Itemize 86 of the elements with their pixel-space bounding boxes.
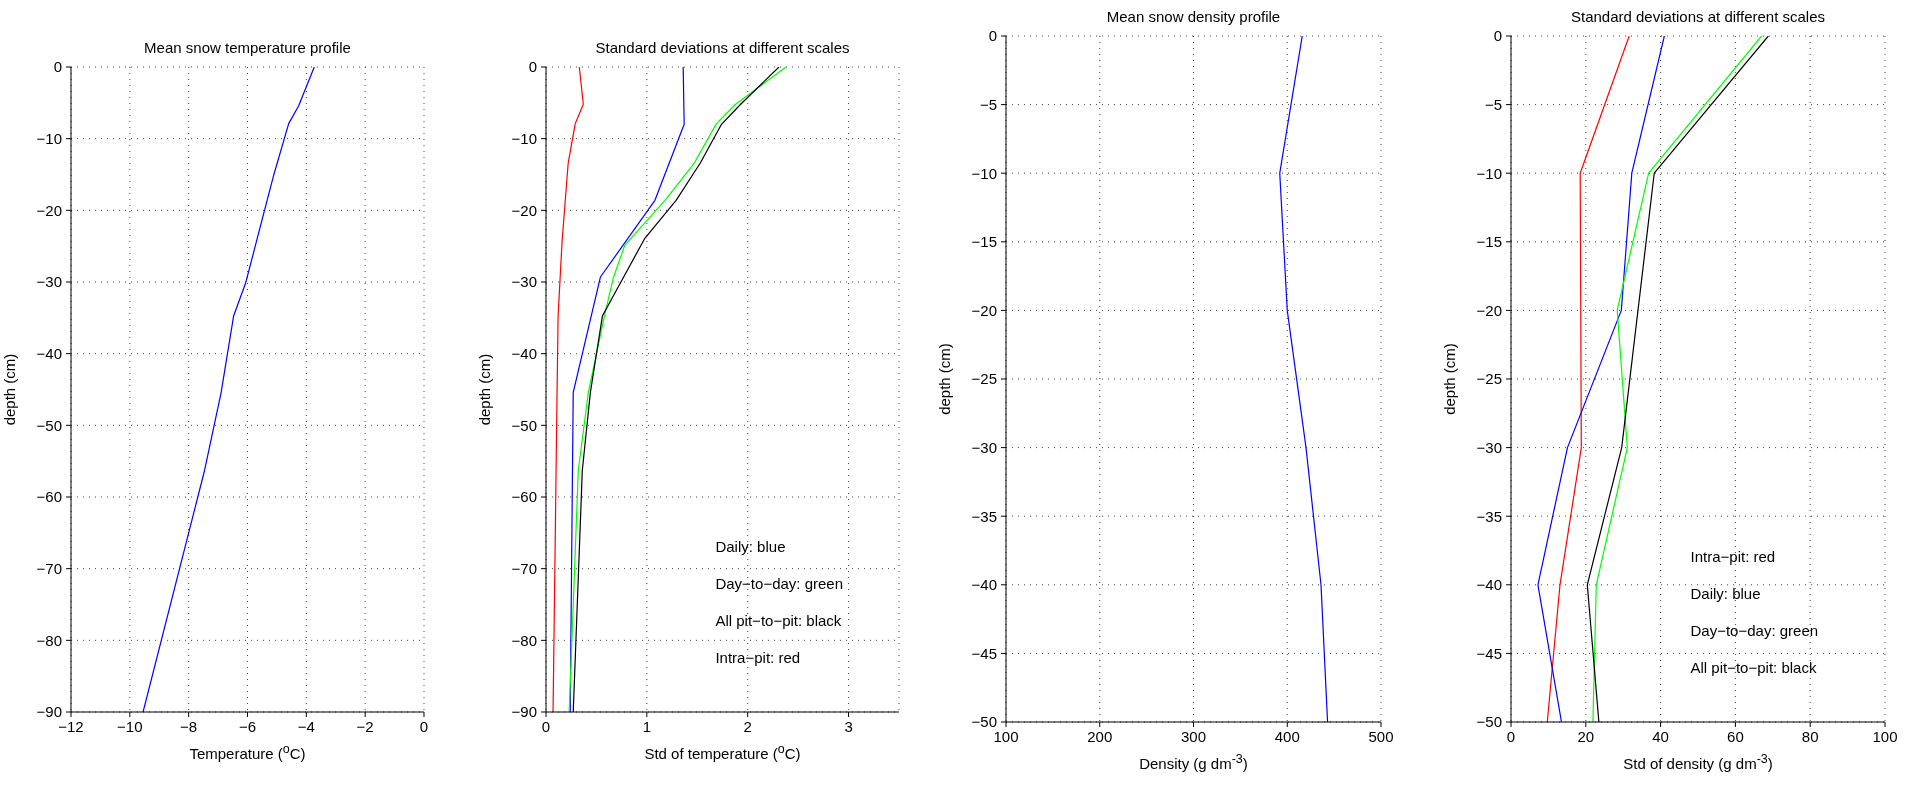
x-tick-label: −4 [297,717,315,735]
y-tick-label: −20 [36,201,62,219]
x-tick-label: 80 [1801,727,1819,745]
y-tick-label: −90 [511,703,537,721]
x-tick-label: −2 [356,717,374,735]
line-series [1279,36,1329,722]
line-series [569,67,685,712]
line-series [1546,36,1630,722]
x-tick-label: −6 [238,717,257,735]
y-tick-label: −80 [511,631,537,649]
y-tick-label: −15 [971,233,997,251]
x-tick-label: 60 [1727,727,1744,745]
y-tick-label: −20 [971,301,997,319]
x-tick-label: 0 [541,717,551,735]
y-tick-label: −50 [511,416,537,434]
y-tick-label: −15 [1476,233,1502,251]
y-tick-label: −70 [511,559,537,577]
y-tick-label: −70 [36,559,62,577]
x-tick-label: 1 [642,717,652,735]
x-tick-label: −10 [117,717,143,735]
annotation: Day−to−day: green [1690,622,1819,639]
x-tick-label: 200 [1087,727,1113,745]
x-axis-title: Density (g dm$^{-3}$) [1138,752,1249,772]
y-tick-label: 0 [528,58,537,76]
y-tick-label: −40 [511,344,537,362]
y-tick-label: −40 [36,344,62,362]
x-tick-label: 2 [743,717,752,735]
x-axis-title: Std of density (g dm$^{-3}$) [1622,752,1774,772]
y-tick-label: 0 [988,27,997,45]
y-tick-label: −10 [36,129,62,147]
y-tick-label: −25 [1476,370,1502,388]
y-tick-label: −45 [1476,644,1502,662]
annotation: Intra−pit: red [1690,548,1776,565]
chart-title: Mean snow density profile [1105,8,1282,25]
y-tick-label: −50 [1476,713,1502,731]
y-tick-label: −60 [36,488,62,506]
annotation: All pit−to−pit: black [1690,659,1817,676]
x-tick-label: 100 [1872,727,1898,745]
y-tick-label: −45 [971,644,997,662]
y-tick-label: −30 [1476,438,1502,456]
line-series [552,67,584,712]
annotation: Day−to−day: green [715,575,844,592]
annotation: Intra−pit: red [715,649,801,666]
x-tick-label: 40 [1652,727,1669,745]
chart-title: Standard deviations at different scales [1569,8,1827,25]
y-tick-label: −35 [971,507,997,525]
y-tick-label: −10 [971,164,997,182]
x-tick-label: −8 [180,717,198,735]
y-tick-label: −25 [971,370,997,388]
x-tick-label: 0 [419,717,429,735]
x-tick-label: 0 [1506,727,1516,745]
y-tick-label: −30 [971,438,997,456]
x-tick-label: 3 [844,717,853,735]
y-tick-label: −50 [36,416,62,434]
y-tick-label: −5 [1484,95,1502,113]
y-tick-label: −30 [36,273,62,291]
x-axis-title: Temperature ($^{o}$C) [188,742,307,762]
chart-title: Standard deviations at different scales [594,39,851,56]
x-tick-label: 400 [1274,727,1300,745]
line-series [142,67,315,712]
y-tick-label: −80 [36,631,62,649]
annotation: Daily: blue [715,538,786,555]
x-tick-label: 300 [1180,727,1207,745]
y-tick-label: −60 [511,488,537,506]
y-axis-title: depth (cm) [936,343,954,415]
y-tick-label: −10 [511,129,537,147]
annotation: All pit−to−pit: black [715,612,842,629]
y-tick-label: 0 [53,58,62,76]
y-tick-label: −30 [511,273,537,291]
y-axis-title: depth (cm) [1,353,19,426]
y-axis-title: depth (cm) [1441,343,1459,415]
y-tick-label: −40 [971,576,997,594]
y-tick-label: −20 [1476,301,1502,319]
annotation: Daily: blue [1690,585,1761,602]
y-tick-label: −20 [511,201,537,219]
x-axis-title: Std of temperature ($^{o}$C) [643,742,802,762]
y-tick-label: −40 [1476,576,1502,594]
x-tick-label: 20 [1577,727,1595,745]
y-tick-label: 0 [1493,27,1502,45]
y-tick-label: −10 [1476,164,1502,182]
y-axis-title: depth (cm) [476,353,494,426]
x-tick-label: 500 [1368,727,1394,745]
chart-title: Mean snow temperature profile [143,39,352,56]
line-series [1537,36,1665,722]
y-tick-label: −5 [979,95,997,113]
y-tick-label: −35 [1476,507,1502,525]
